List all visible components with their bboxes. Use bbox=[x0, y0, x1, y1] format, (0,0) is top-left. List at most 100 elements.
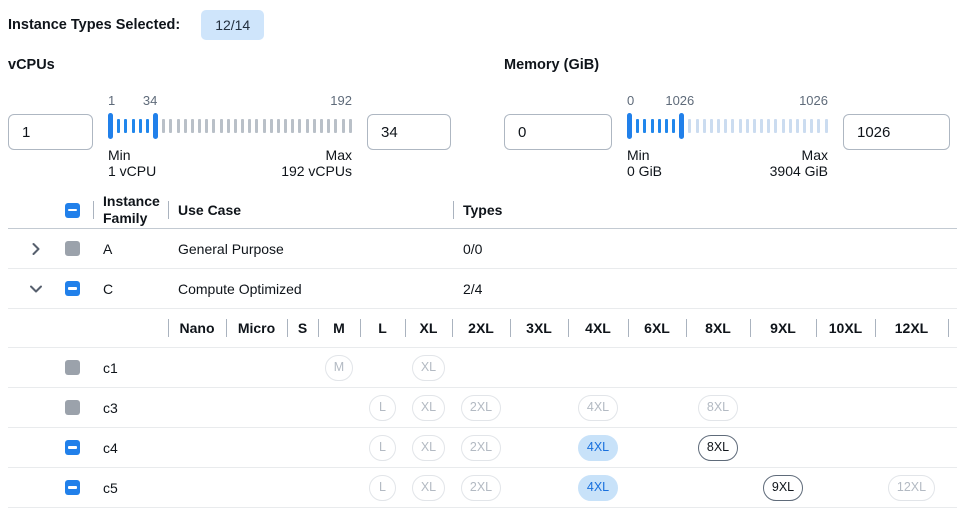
size-column-header-6xl: 6XL bbox=[628, 309, 686, 347]
vcpus-tick bbox=[348, 119, 352, 133]
size-column-label: 3XL bbox=[526, 320, 552, 336]
select-all-checkbox[interactable] bbox=[65, 202, 80, 218]
memory-range-slider[interactable]: 0 1026 1026 Min 0 GiB Max 3904 GiB bbox=[627, 93, 828, 179]
instance-checkbox-cell bbox=[58, 360, 93, 375]
size-cell-c3-12xl bbox=[875, 388, 948, 427]
memory-min-handle[interactable] bbox=[627, 113, 632, 139]
size-column-label: XL bbox=[419, 320, 438, 336]
vcpus-tick bbox=[131, 119, 135, 133]
vcpus-tick bbox=[262, 119, 266, 133]
memory-tick bbox=[695, 119, 699, 133]
memory-tick bbox=[810, 119, 814, 133]
size-cell-c4-nano bbox=[168, 428, 226, 467]
use-case-header-label: Use Case bbox=[178, 202, 242, 218]
vcpus-min-input[interactable] bbox=[8, 114, 93, 150]
column-divider bbox=[750, 319, 751, 337]
size-cell-c5-xl: XL bbox=[405, 468, 452, 507]
vcpus-range-slider[interactable]: 1 34 192 Min 1 vCPU Max 192 vCPUs bbox=[108, 93, 352, 179]
instance-family-table: Instance Family Use Case Types A General Pur… bbox=[8, 192, 957, 508]
size-cell-c3-8xl: 8XL bbox=[686, 388, 750, 427]
size-cell-c1-6xl bbox=[628, 348, 686, 387]
size-cell-c5-l: L bbox=[360, 468, 405, 507]
size-cell-c1-3xl bbox=[510, 348, 568, 387]
size-pill-c3-4xl: 4XL bbox=[577, 394, 619, 421]
size-cell-c4-10xl bbox=[816, 428, 875, 467]
table-header-row: Instance Family Use Case Types bbox=[8, 192, 957, 229]
memory-slider-track[interactable] bbox=[627, 113, 828, 139]
vcpus-max-input[interactable] bbox=[367, 114, 451, 150]
size-column-header-nano: Nano bbox=[168, 309, 226, 347]
column-divider bbox=[816, 319, 817, 337]
expand-family-A-icon[interactable] bbox=[28, 241, 44, 257]
vcpus-tick bbox=[138, 119, 142, 133]
vcpus-tick bbox=[212, 119, 216, 133]
column-divider bbox=[875, 319, 876, 337]
size-cell-c4-2xl: 2XL bbox=[452, 428, 510, 467]
size-column-label: M bbox=[333, 320, 345, 336]
size-cell-c1-12xl bbox=[875, 348, 948, 387]
vcpus-tick bbox=[334, 119, 338, 133]
size-column-header-10xl: 10XL bbox=[816, 309, 875, 347]
instance-row-c1: c1 M XL bbox=[8, 348, 957, 388]
column-divider bbox=[93, 201, 94, 219]
instance-c5-checkbox[interactable] bbox=[65, 480, 80, 495]
filters-section: vCPUs 1 34 192 Min 1 vCPU bbox=[8, 57, 957, 179]
size-cell-c3-micro bbox=[226, 388, 287, 427]
memory-tick bbox=[717, 119, 721, 133]
size-pill-c5-9xl[interactable]: 9XL bbox=[762, 474, 804, 501]
memory-tick bbox=[702, 119, 706, 133]
size-pill-c1-m: M bbox=[324, 354, 354, 381]
family-types-count: 2/4 bbox=[463, 280, 483, 297]
column-header-instance-family: Instance Family bbox=[93, 192, 168, 228]
size-column-label: Nano bbox=[179, 320, 215, 336]
memory-slider-captions: Min 0 GiB Max 3904 GiB bbox=[627, 147, 828, 179]
column-divider bbox=[686, 319, 687, 337]
size-pill-c4-l: L bbox=[369, 434, 396, 461]
vcpus-max-handle[interactable] bbox=[153, 113, 159, 139]
size-cell-c1-m: M bbox=[318, 348, 360, 387]
size-cell-c1-l bbox=[360, 348, 405, 387]
size-pill-c3-l: L bbox=[369, 394, 396, 421]
collapse-family-C-icon[interactable] bbox=[28, 281, 44, 297]
memory-max-handle[interactable] bbox=[679, 113, 685, 139]
types-header-label: Types bbox=[463, 202, 503, 218]
size-pill-c3-8xl: 8XL bbox=[697, 394, 739, 421]
vcpus-slider-track[interactable] bbox=[108, 113, 352, 139]
instance-name: c5 bbox=[103, 479, 118, 496]
memory-scale-min-label: 0 bbox=[627, 93, 635, 108]
instance-c4-checkbox[interactable] bbox=[65, 440, 80, 455]
family-C-checkbox[interactable] bbox=[65, 281, 80, 296]
vcpus-max-subcaption: 192 vCPUs bbox=[281, 163, 352, 179]
memory-tick bbox=[767, 119, 771, 133]
vcpus-tick bbox=[298, 119, 302, 133]
size-cell-c5-m bbox=[318, 468, 360, 507]
memory-tick bbox=[788, 119, 792, 133]
size-cell-c1-nano bbox=[168, 348, 226, 387]
size-cell-c4-3xl bbox=[510, 428, 568, 467]
vcpus-tick bbox=[190, 119, 194, 133]
vcpus-min-handle[interactable] bbox=[108, 113, 113, 139]
memory-tick bbox=[752, 119, 756, 133]
memory-tick bbox=[643, 119, 647, 133]
memory-filter: Memory (GiB) 0 1026 1026 Min 0 GiB bbox=[504, 57, 950, 179]
size-cell-c4-12xl bbox=[875, 428, 948, 467]
size-pill-c4-8xl[interactable]: 8XL bbox=[697, 434, 739, 461]
memory-min-input[interactable] bbox=[504, 114, 612, 150]
size-columns-header-row: Nano Micro S M L XL 2XL 3XL 4XL 6XL 8XL 9XL 10XL 12XL bbox=[8, 309, 957, 348]
size-cell-c3-m bbox=[318, 388, 360, 427]
column-divider bbox=[168, 319, 169, 337]
vcpus-scale-max-label: 192 bbox=[330, 93, 352, 108]
family-name: C bbox=[103, 280, 114, 297]
size-pill-c5-4xl[interactable]: 4XL bbox=[577, 474, 619, 501]
vcpus-slider-captions: Min 1 vCPU Max 192 vCPUs bbox=[108, 147, 352, 179]
memory-max-input[interactable] bbox=[843, 114, 950, 150]
vcpus-tick bbox=[162, 119, 166, 133]
vcpus-tick bbox=[284, 119, 288, 133]
vcpus-tick bbox=[255, 119, 259, 133]
family-use-case: General Purpose bbox=[178, 240, 284, 257]
instance-c1-checkbox bbox=[65, 360, 80, 375]
size-column-header-8xl: 8XL bbox=[686, 309, 750, 347]
size-pill-c4-4xl[interactable]: 4XL bbox=[577, 434, 619, 461]
vcpus-tick bbox=[341, 119, 345, 133]
family-row-A: A General Purpose 0/0 bbox=[8, 229, 957, 269]
